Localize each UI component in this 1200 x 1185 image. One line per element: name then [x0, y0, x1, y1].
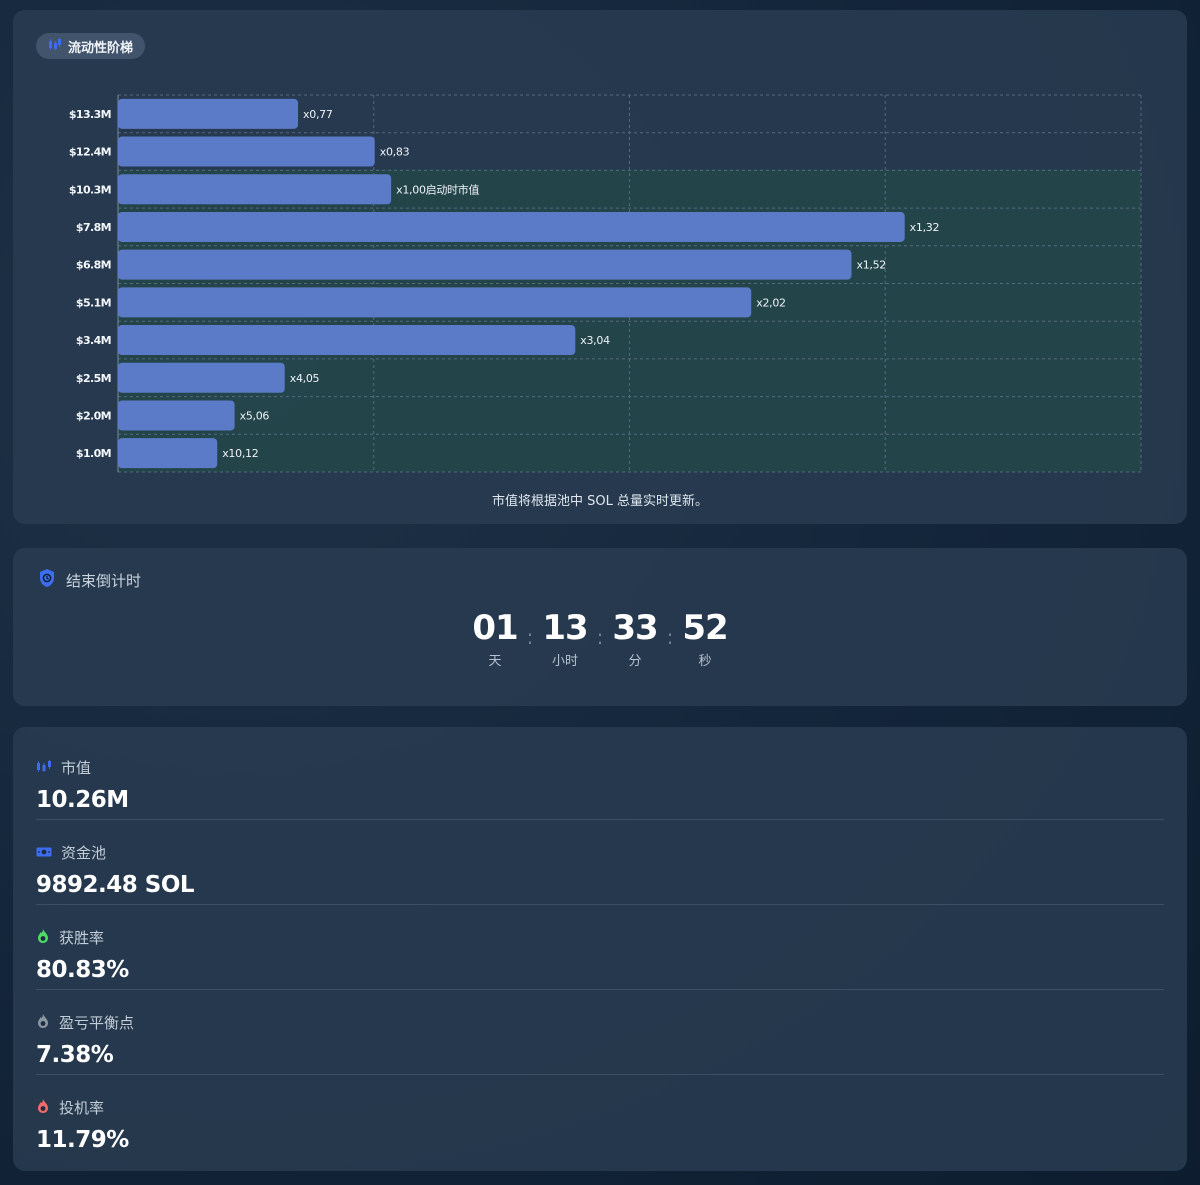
bar-data-label: x5,06 — [240, 409, 270, 422]
chart-candle-icon — [48, 37, 62, 55]
y-tick-label: $5.1M — [76, 296, 111, 309]
stat-market-cap-head: 市值 — [36, 757, 91, 778]
countdown-seconds-value: 52 — [682, 608, 728, 648]
bar — [118, 249, 852, 280]
stat-market-cap: 市值 10.26M — [36, 735, 1164, 820]
countdown-title: 结束倒计时 — [66, 571, 142, 590]
stat-break-even-head: 盈亏平衡点 — [36, 1012, 134, 1033]
stat-break-even-label: 盈亏平衡点 — [59, 1014, 135, 1032]
y-tick-label: $3.4M — [76, 334, 111, 347]
countdown-timer: 01 天 : 13 小时 : 33 分 : 52 秒 — [13, 608, 1187, 669]
stat-pool-label: 资金池 — [61, 844, 107, 862]
gray-flame-icon — [36, 1013, 50, 1033]
stat-win-rate-head: 获胜率 — [36, 927, 104, 948]
green-flame-icon — [36, 928, 50, 948]
bar — [118, 400, 235, 431]
countdown-days-label: 天 — [488, 654, 502, 669]
y-tick-label: $13.3M — [69, 108, 111, 121]
stat-market-cap-value: 10.26M — [36, 787, 129, 813]
bar — [118, 287, 752, 318]
bar — [118, 136, 375, 167]
liquidity-ladder-card: 流动性阶梯 $13.3M x0,77 $12.4M x0,83 $10.3M x1,00启… — [13, 10, 1187, 524]
countdown-hours-value: 13 — [542, 608, 588, 648]
stat-speculation-rate: 投机率 11.79% — [36, 1075, 1164, 1160]
cash-icon — [36, 844, 52, 862]
shield-clock-icon — [38, 568, 56, 592]
countdown-seconds: 52 秒 — [678, 608, 732, 669]
stat-pool: 资金池 9892.48 SOL — [36, 820, 1164, 905]
red-flame-icon — [36, 1098, 50, 1118]
stat-speculation-rate-head: 投机率 — [36, 1097, 104, 1118]
stat-break-even: 盈亏平衡点 7.38% — [36, 990, 1164, 1075]
y-tick-label: $12.4M — [69, 146, 111, 159]
bar — [118, 362, 285, 393]
bar — [118, 174, 392, 205]
stat-win-rate-label: 获胜率 — [59, 929, 105, 947]
bar-data-label: x0,83 — [380, 146, 410, 159]
stat-pool-value: 9892.48 SOL — [36, 872, 195, 898]
stat-market-cap-label: 市值 — [61, 759, 92, 777]
countdown-minutes: 33 分 — [608, 608, 662, 669]
stat-speculation-rate-label: 投机率 — [59, 1099, 105, 1117]
countdown-card: 结束倒计时 01 天 : 13 小时 : 33 分 : 52 秒 — [13, 548, 1187, 706]
y-tick-label: $2.5M — [76, 372, 111, 385]
bar-data-label: x2,02 — [756, 296, 786, 309]
countdown-separator: : — [666, 625, 674, 649]
bar — [118, 211, 905, 242]
stat-pool-head: 资金池 — [36, 842, 106, 863]
liquidity-ladder-title: 流动性阶梯 — [68, 40, 134, 56]
countdown-separator: : — [526, 625, 534, 649]
chart-candle-icon — [36, 759, 52, 777]
countdown-minutes-label: 分 — [628, 654, 642, 669]
stat-break-even-value: 7.38% — [36, 1042, 114, 1068]
y-tick-label: $1.0M — [76, 447, 111, 460]
stats-card: 市值 10.26M 资金池 9892.48 SOL — [13, 727, 1187, 1171]
countdown-separator: : — [596, 625, 604, 649]
y-tick-label: $7.8M — [76, 221, 111, 234]
bar-data-label: x1,00启动时市值 — [396, 182, 479, 196]
liquidity-ladder-chart: $13.3M x0,77 $12.4M x0,83 $10.3M x1,00启动时市值 $7… — [69, 94, 1142, 473]
bar-data-label: x4,05 — [290, 372, 320, 385]
bar-data-label: x1,52 — [856, 259, 886, 272]
countdown-minutes-value: 33 — [612, 608, 658, 648]
bar — [118, 325, 576, 356]
bar — [118, 438, 218, 469]
stat-win-rate: 获胜率 80.83% — [36, 905, 1164, 990]
liquidity-ladder-badge: 流动性阶梯 — [36, 33, 146, 59]
countdown-header: 结束倒计时 — [38, 568, 141, 592]
stat-speculation-rate-value: 11.79% — [36, 1127, 129, 1153]
countdown-hours: 13 小时 — [538, 608, 592, 669]
y-tick-label: $10.3M — [69, 183, 111, 196]
countdown-hours-label: 小时 — [551, 654, 578, 669]
y-tick-label: $6.8M — [76, 259, 111, 272]
y-tick-label: $2.0M — [76, 409, 111, 422]
bar — [118, 98, 299, 129]
stat-win-rate-value: 80.83% — [36, 957, 129, 983]
countdown-days: 01 天 — [468, 608, 522, 669]
countdown-seconds-label: 秒 — [698, 654, 712, 669]
bar-data-label: x1,32 — [910, 221, 940, 234]
countdown-days-value: 01 — [472, 608, 518, 648]
bar-data-label: x0,77 — [303, 108, 333, 121]
bar-data-label: x3,04 — [580, 334, 610, 347]
bar-data-label: x10,12 — [222, 447, 258, 460]
chart-footnote: 市值将根据池中 SOL 总量实时更新。 — [492, 494, 708, 509]
